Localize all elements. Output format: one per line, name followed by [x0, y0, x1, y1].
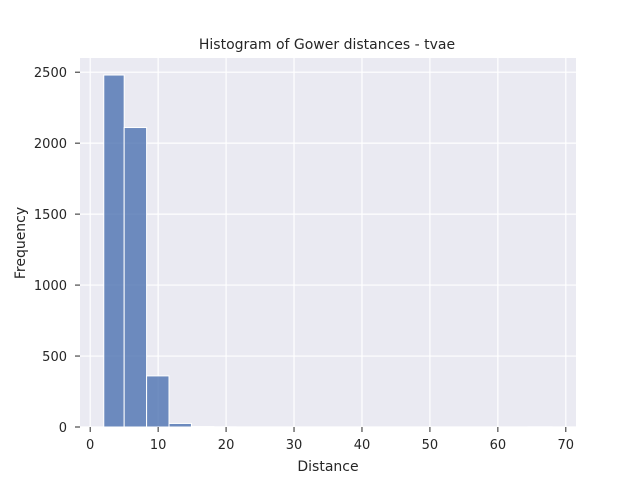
grid-lines — [80, 58, 576, 428]
x-axis-label: Distance — [297, 459, 358, 475]
y-tick-label: 2000 — [34, 137, 67, 152]
x-tick-label: 40 — [354, 438, 371, 453]
histogram-bar — [190, 426, 215, 428]
x-tick-label: 60 — [490, 438, 507, 453]
x-axis-ticks: 0 10 20 30 40 50 60 70 — [86, 427, 574, 453]
histogram-bar — [168, 422, 192, 428]
x-tick-label: 30 — [286, 438, 303, 453]
histogram-bar — [527, 426, 553, 428]
y-axis-ticks: 0 500 1000 1500 2000 2500 — [34, 66, 80, 436]
y-axis-label: Frequency — [13, 207, 29, 279]
y-tick-label: 0 — [59, 421, 67, 436]
histogram-bar — [213, 426, 237, 428]
histogram-bar — [146, 375, 170, 428]
histogram-bar — [123, 127, 148, 428]
plot-area — [80, 58, 576, 427]
histogram-bar — [103, 74, 125, 428]
x-tick-label: 50 — [422, 438, 439, 453]
y-tick-label: 2500 — [34, 66, 67, 81]
y-tick-label: 1500 — [34, 208, 67, 223]
x-tick-label: 0 — [86, 438, 94, 453]
y-tick-label: 500 — [42, 350, 67, 365]
chart-title: Histogram of Gower distances - tvae — [199, 37, 455, 53]
y-tick-label: 1000 — [34, 279, 67, 294]
x-tick-label: 70 — [558, 438, 575, 453]
x-tick-label: 10 — [150, 438, 167, 453]
x-tick-label: 20 — [218, 438, 235, 453]
